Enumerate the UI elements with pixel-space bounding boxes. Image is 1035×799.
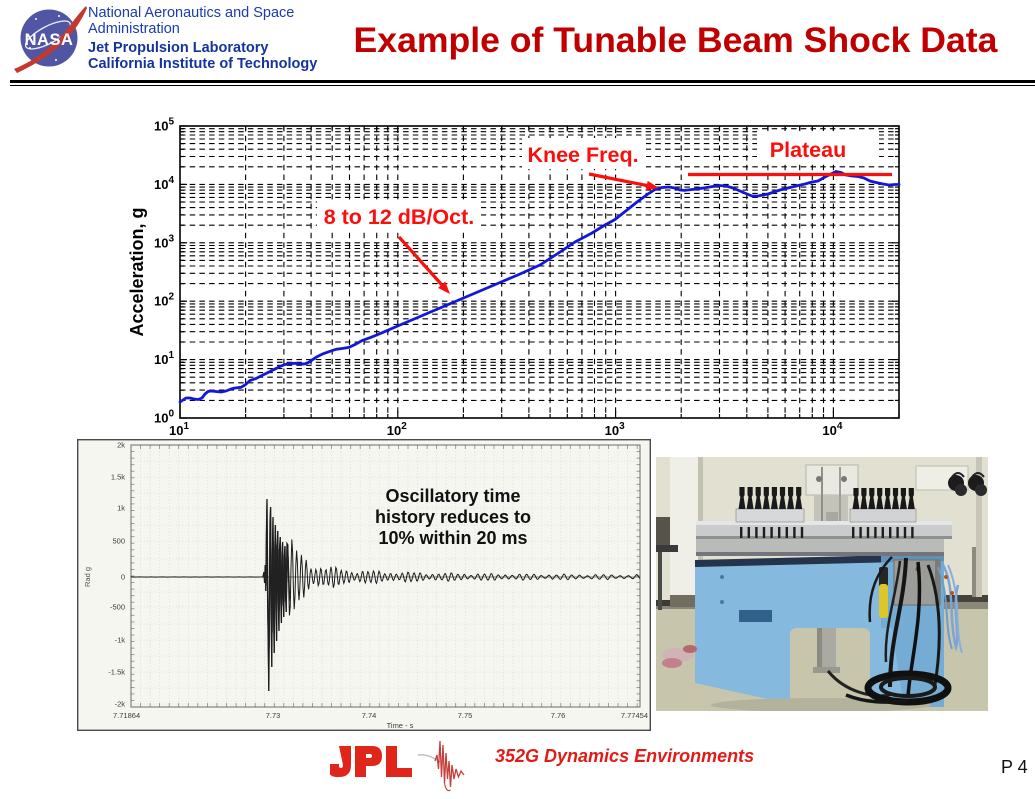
svg-text:-500: -500: [110, 603, 125, 612]
svg-text:101: 101: [154, 350, 174, 367]
svg-text:2k: 2k: [117, 441, 125, 450]
svg-text:1.5k: 1.5k: [111, 473, 125, 482]
svg-text:Oscillatory time: Oscillatory time: [385, 486, 520, 506]
svg-text:105: 105: [154, 117, 174, 134]
svg-text:7.75: 7.75: [458, 711, 473, 720]
svg-text:Knee Freq.: Knee Freq.: [527, 143, 638, 167]
svg-text:103: 103: [154, 233, 174, 250]
svg-text:7.77454: 7.77454: [621, 711, 648, 720]
svg-text:10% within 20 ms: 10% within 20 ms: [378, 528, 527, 548]
svg-text:NASA: NASA: [25, 31, 74, 49]
svg-text:Time - s: Time - s: [387, 721, 414, 730]
svg-text:8 to 12 dB/Oct.: 8 to 12 dB/Oct.: [324, 205, 475, 229]
svg-text:104: 104: [822, 421, 842, 438]
svg-text:Acceleration, g: Acceleration, g: [127, 207, 147, 336]
svg-text:500: 500: [112, 537, 125, 546]
svg-text:102: 102: [387, 421, 407, 438]
svg-text:7.71864: 7.71864: [113, 711, 140, 720]
svg-text:-1.5k: -1.5k: [108, 668, 125, 677]
svg-text:0: 0: [121, 573, 125, 582]
svg-text:104: 104: [154, 175, 174, 192]
svg-text:-2k: -2k: [115, 700, 126, 709]
svg-text:-1k: -1k: [115, 636, 126, 645]
svg-text:7.74: 7.74: [362, 711, 377, 720]
svg-text:1k: 1k: [117, 504, 125, 513]
svg-text:102: 102: [154, 292, 174, 309]
svg-text:103: 103: [605, 421, 625, 438]
svg-text:101: 101: [169, 421, 189, 438]
svg-text:Rad g: Rad g: [83, 567, 92, 587]
svg-text:Plateau: Plateau: [770, 138, 846, 162]
svg-text:7.76: 7.76: [551, 711, 566, 720]
svg-text:history reduces to: history reduces to: [375, 507, 531, 527]
svg-text:7.73: 7.73: [266, 711, 281, 720]
